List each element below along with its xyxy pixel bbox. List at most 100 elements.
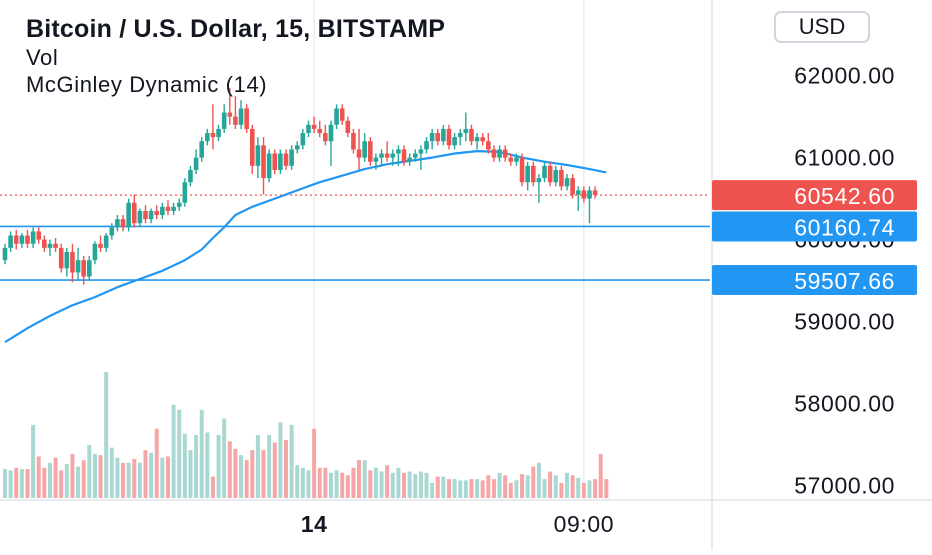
candle <box>575 186 581 211</box>
candle-body <box>497 149 502 158</box>
volume-bar <box>3 469 7 498</box>
volume-bar <box>491 479 496 498</box>
volume-bar <box>53 457 58 498</box>
candle-body <box>193 157 199 170</box>
volume-bar <box>390 472 395 498</box>
candle-body <box>266 153 272 179</box>
candle-body <box>463 128 469 134</box>
price-tick-label: 58000.00 <box>794 391 895 417</box>
candle <box>81 256 86 285</box>
candle-body <box>221 112 227 129</box>
candle <box>491 145 497 162</box>
candle <box>390 149 396 166</box>
candle <box>188 165 193 187</box>
price-axis[interactable]: 62000.0061000.0060000.0059000.0058000.00… <box>794 63 895 499</box>
volume-bar <box>244 460 249 498</box>
candle-body <box>171 206 176 211</box>
candle <box>47 239 53 257</box>
candle-body <box>131 202 137 224</box>
volume-bar <box>480 480 485 498</box>
volume-bar <box>25 469 30 498</box>
candle-body <box>480 137 485 142</box>
volume-bar <box>295 465 300 498</box>
candle-body <box>227 112 233 117</box>
candle <box>300 128 306 150</box>
volume-bar <box>300 467 305 498</box>
candle <box>570 174 575 199</box>
horizontal-line-price-tag-label: 59507.66 <box>794 268 895 294</box>
candle <box>418 145 424 170</box>
candle-body <box>525 165 530 183</box>
candle-body <box>199 141 204 158</box>
candle <box>294 141 300 154</box>
candle <box>356 128 362 170</box>
volume-indicator-label[interactable]: Vol <box>26 45 59 70</box>
volume-bar <box>188 450 193 498</box>
volume-bar <box>255 435 260 498</box>
candle-body <box>564 178 570 187</box>
volume-bar <box>598 453 603 498</box>
volume-bar <box>413 474 418 498</box>
candle-body <box>559 169 564 187</box>
volume-bar <box>430 482 435 498</box>
candle <box>542 161 547 183</box>
volume-bar <box>525 475 530 498</box>
volume-bar <box>402 472 407 498</box>
currency-button[interactable]: USD <box>774 11 870 43</box>
candle-body <box>530 165 536 183</box>
candle <box>525 161 530 191</box>
volume-bar <box>210 476 215 498</box>
candle <box>441 124 446 146</box>
volume-bar <box>227 441 232 498</box>
candle <box>587 186 592 224</box>
candle-body <box>216 128 221 138</box>
volume-bar <box>194 435 199 498</box>
volume-bars <box>3 372 609 498</box>
candle <box>199 137 204 162</box>
volume-bar <box>289 424 294 498</box>
volume-bar <box>121 462 126 498</box>
volume-bar <box>171 404 176 498</box>
candle-body <box>98 243 103 248</box>
candle-body <box>278 153 283 170</box>
candle <box>412 149 418 162</box>
candle-body <box>261 145 266 179</box>
volume-bar <box>143 450 148 498</box>
price-tags: 60542.60 60160.74 59507.66 <box>712 180 917 296</box>
candle <box>452 133 457 150</box>
volume-bar <box>272 442 277 498</box>
candle-body <box>587 190 592 199</box>
candle-body <box>547 165 553 183</box>
candle-body <box>457 133 463 138</box>
candle-body <box>126 202 131 228</box>
time-axis[interactable]: 14 09:00 <box>301 511 614 537</box>
volume-bar <box>334 470 339 498</box>
candle <box>345 116 351 138</box>
candle-body <box>75 260 81 273</box>
volume-bar <box>514 480 519 498</box>
candle-body <box>412 153 418 158</box>
volume-bar <box>345 475 350 498</box>
volume-bar <box>379 471 384 498</box>
last-price-tag: 60542.60 <box>712 180 917 211</box>
volume-bar <box>340 472 345 498</box>
volume-bar <box>362 460 367 498</box>
volume-bar <box>160 457 165 498</box>
volume-bar <box>205 432 210 498</box>
candle-body <box>70 251 75 273</box>
candle-body <box>87 260 92 277</box>
candle-body <box>581 190 587 199</box>
candle <box>559 165 564 191</box>
candle <box>13 229 19 250</box>
candle-body <box>255 145 261 166</box>
candle-body <box>249 128 255 166</box>
candle-body <box>311 124 317 129</box>
mcginley-indicator-label[interactable]: McGinley Dynamic (14) <box>26 72 268 97</box>
candle-body <box>339 108 345 121</box>
candle <box>109 223 115 240</box>
candle-body <box>575 190 581 195</box>
volume-bar <box>373 467 378 498</box>
candles <box>2 87 598 285</box>
